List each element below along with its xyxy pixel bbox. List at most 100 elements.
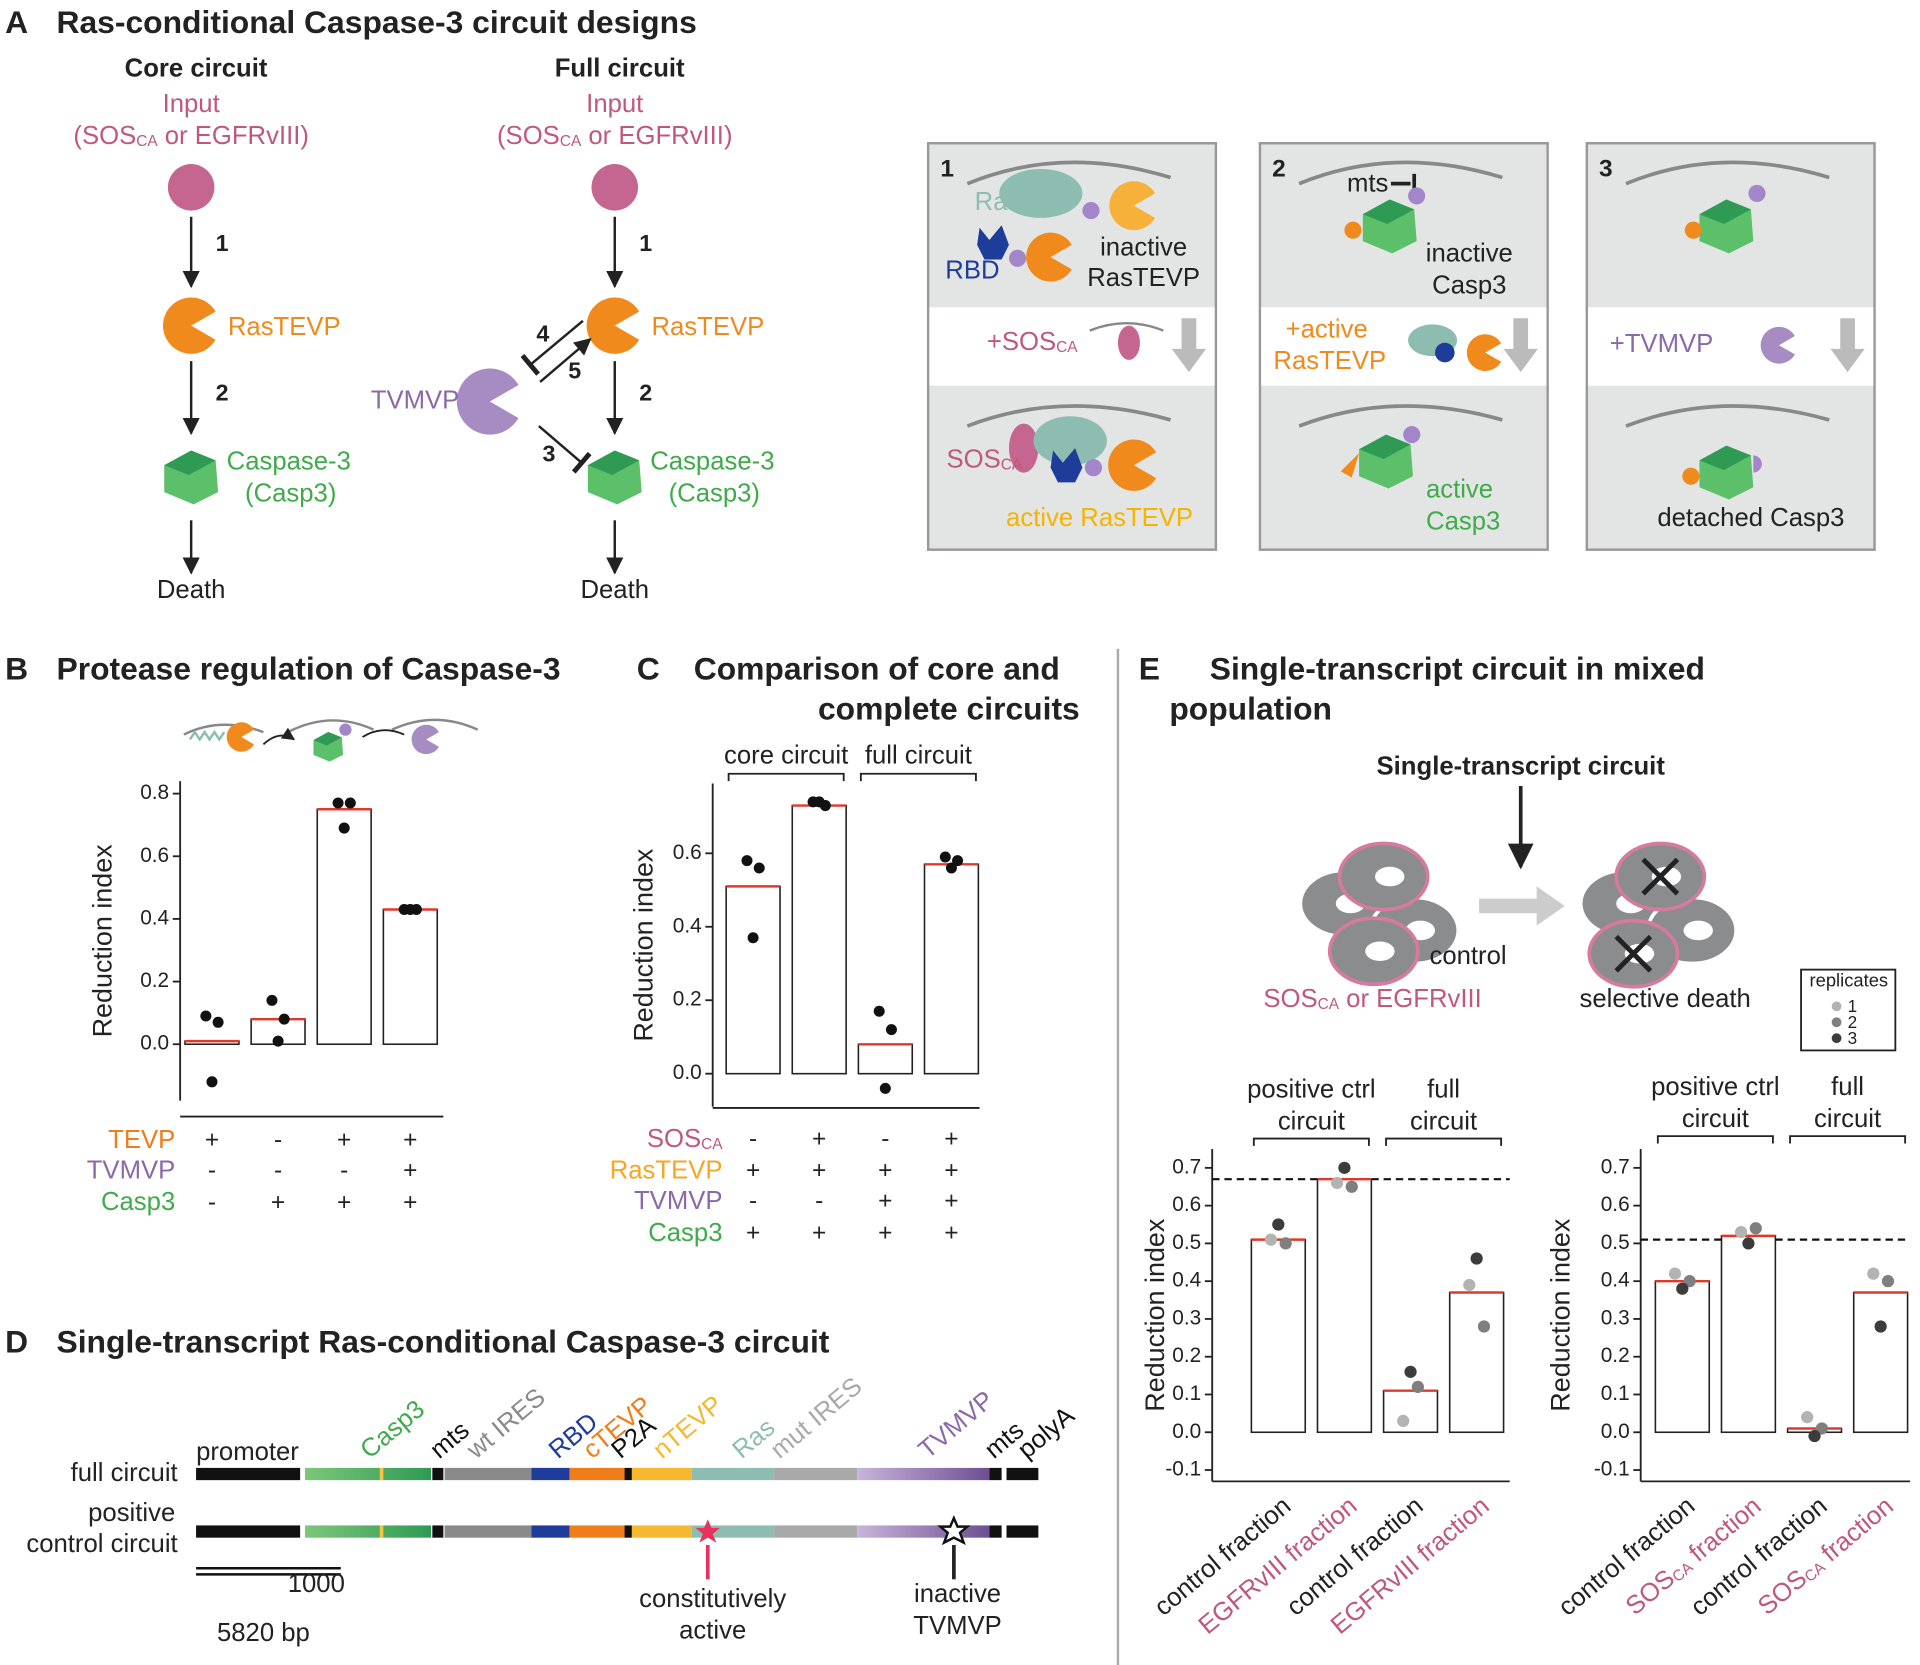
group-label: positive ctrl bbox=[1247, 1076, 1375, 1104]
replicate-point bbox=[885, 1024, 897, 1036]
transition-arrow bbox=[1479, 886, 1565, 926]
condition-mark: + bbox=[205, 1126, 219, 1153]
y-tick-label: 0.4 bbox=[140, 906, 169, 929]
replicate-point bbox=[200, 1010, 212, 1022]
text-part: SOS bbox=[947, 445, 1001, 473]
step-number: 4 bbox=[536, 321, 549, 347]
panel-label: B bbox=[5, 650, 28, 686]
group-label: circuit bbox=[1410, 1107, 1477, 1135]
condition-mark: + bbox=[337, 1189, 351, 1216]
mts-icon bbox=[1403, 426, 1421, 444]
y-tick-label: -0.1 bbox=[1165, 1458, 1201, 1481]
step-label: +SOSCA bbox=[987, 328, 1078, 357]
step-arrow bbox=[1171, 318, 1207, 373]
group-bracket bbox=[1252, 1137, 1370, 1146]
action-arrow bbox=[262, 727, 296, 746]
construct-segment bbox=[531, 1467, 570, 1481]
chart-title: Comparison of core and bbox=[694, 650, 1060, 686]
step-number: 1 bbox=[639, 230, 652, 256]
outcome-label: Death bbox=[580, 576, 649, 604]
condition-label: RasTEVP bbox=[610, 1156, 723, 1184]
condition-mark: + bbox=[746, 1157, 760, 1184]
rbd-icon bbox=[1435, 342, 1455, 363]
step-label: +TVMVP bbox=[1610, 330, 1714, 358]
condition-mark: + bbox=[271, 1189, 285, 1216]
y-tick-label: 0.3 bbox=[1172, 1306, 1201, 1329]
membrane bbox=[287, 719, 375, 734]
step-number: 2 bbox=[639, 379, 652, 405]
text-part: (SOS bbox=[497, 122, 560, 150]
replicate-point bbox=[753, 862, 765, 874]
promoter-label: promoter bbox=[196, 1438, 299, 1466]
connector bbox=[538, 425, 592, 474]
group-bracket bbox=[1385, 1137, 1503, 1146]
y-tick-label: 0.2 bbox=[1601, 1344, 1630, 1367]
condition-mark: - bbox=[340, 1157, 348, 1184]
segment-marker bbox=[379, 1467, 384, 1481]
state-label: RasTEVP bbox=[1087, 264, 1200, 292]
replicate-point bbox=[1477, 1320, 1491, 1333]
construct-segment bbox=[691, 1467, 774, 1481]
bar bbox=[316, 808, 372, 1046]
prodomain-icon bbox=[1344, 221, 1362, 239]
segment-marker bbox=[379, 1525, 384, 1538]
subscript: CA bbox=[1318, 997, 1340, 1014]
caspase-icon-top bbox=[1699, 199, 1751, 225]
step-number: 2 bbox=[216, 379, 229, 405]
replicate-point bbox=[1881, 1275, 1895, 1288]
construct-segment bbox=[624, 1467, 632, 1481]
group-bracket bbox=[1789, 1135, 1907, 1144]
condition-mark: + bbox=[812, 1125, 826, 1152]
sos-icon bbox=[1117, 325, 1140, 360]
bar bbox=[1316, 1178, 1373, 1434]
mts-icon bbox=[1008, 249, 1027, 267]
y-tick-label: 0.6 bbox=[1601, 1193, 1630, 1216]
y-tick-label: 0.6 bbox=[1172, 1193, 1201, 1216]
nucleus bbox=[1624, 943, 1655, 964]
replicate-point bbox=[1404, 1365, 1417, 1378]
condition-mark: - bbox=[274, 1157, 282, 1184]
legend-label: 1 bbox=[1848, 996, 1858, 1016]
replicate-point bbox=[879, 1082, 891, 1094]
panel-label: D bbox=[5, 1324, 28, 1360]
sos-icon bbox=[1008, 423, 1039, 473]
ras-icon bbox=[1033, 416, 1107, 466]
input-icon bbox=[591, 164, 639, 211]
y-tick-label: 0.7 bbox=[1601, 1155, 1630, 1178]
condition-mark: + bbox=[403, 1157, 417, 1184]
replicate-point bbox=[1668, 1267, 1682, 1280]
membrane bbox=[391, 718, 479, 731]
panel-title: Ras-conditional Caspase-3 circuit design… bbox=[56, 4, 696, 40]
step-arrow bbox=[1503, 318, 1538, 373]
result-label: detached Casp3 bbox=[1657, 504, 1844, 532]
replicate-point bbox=[1411, 1380, 1424, 1394]
construct-segment bbox=[1006, 1467, 1039, 1481]
population-label: SOSCA or EGFRvIII bbox=[1263, 985, 1481, 1014]
y-tick-label: 0.0 bbox=[673, 1061, 702, 1084]
prodomain-icon bbox=[1682, 467, 1700, 485]
mechanism-step-strip bbox=[1261, 307, 1547, 386]
rbd-label: RBD bbox=[945, 257, 999, 285]
condition-label: SOSCA bbox=[647, 1125, 723, 1154]
y-tick-label: 0.0 bbox=[1172, 1420, 1201, 1443]
element-label: mut IRES bbox=[765, 1372, 867, 1464]
legend-marker bbox=[1831, 1001, 1842, 1012]
construct-segment bbox=[305, 1467, 432, 1481]
condition-mark: + bbox=[403, 1189, 417, 1216]
y-tick-label: -0.1 bbox=[1594, 1458, 1630, 1481]
y-tick-label: 0.6 bbox=[673, 841, 702, 864]
replicate-point bbox=[1272, 1218, 1285, 1231]
replicate-point bbox=[278, 1013, 290, 1025]
construct-segment bbox=[531, 1525, 570, 1538]
mutation-label: constitutively bbox=[639, 1585, 786, 1613]
connector bbox=[520, 319, 584, 376]
text-part: SOS bbox=[647, 1125, 701, 1153]
group-label: full bbox=[1427, 1076, 1460, 1104]
construct-segment bbox=[624, 1525, 632, 1538]
legend-title: replicates bbox=[1810, 970, 1889, 991]
text-part: or EGFRvIII bbox=[1339, 985, 1482, 1013]
replicate-point bbox=[1742, 1237, 1755, 1250]
bar bbox=[1852, 1291, 1909, 1434]
input-label: Input bbox=[586, 90, 643, 118]
connector bbox=[539, 338, 592, 383]
